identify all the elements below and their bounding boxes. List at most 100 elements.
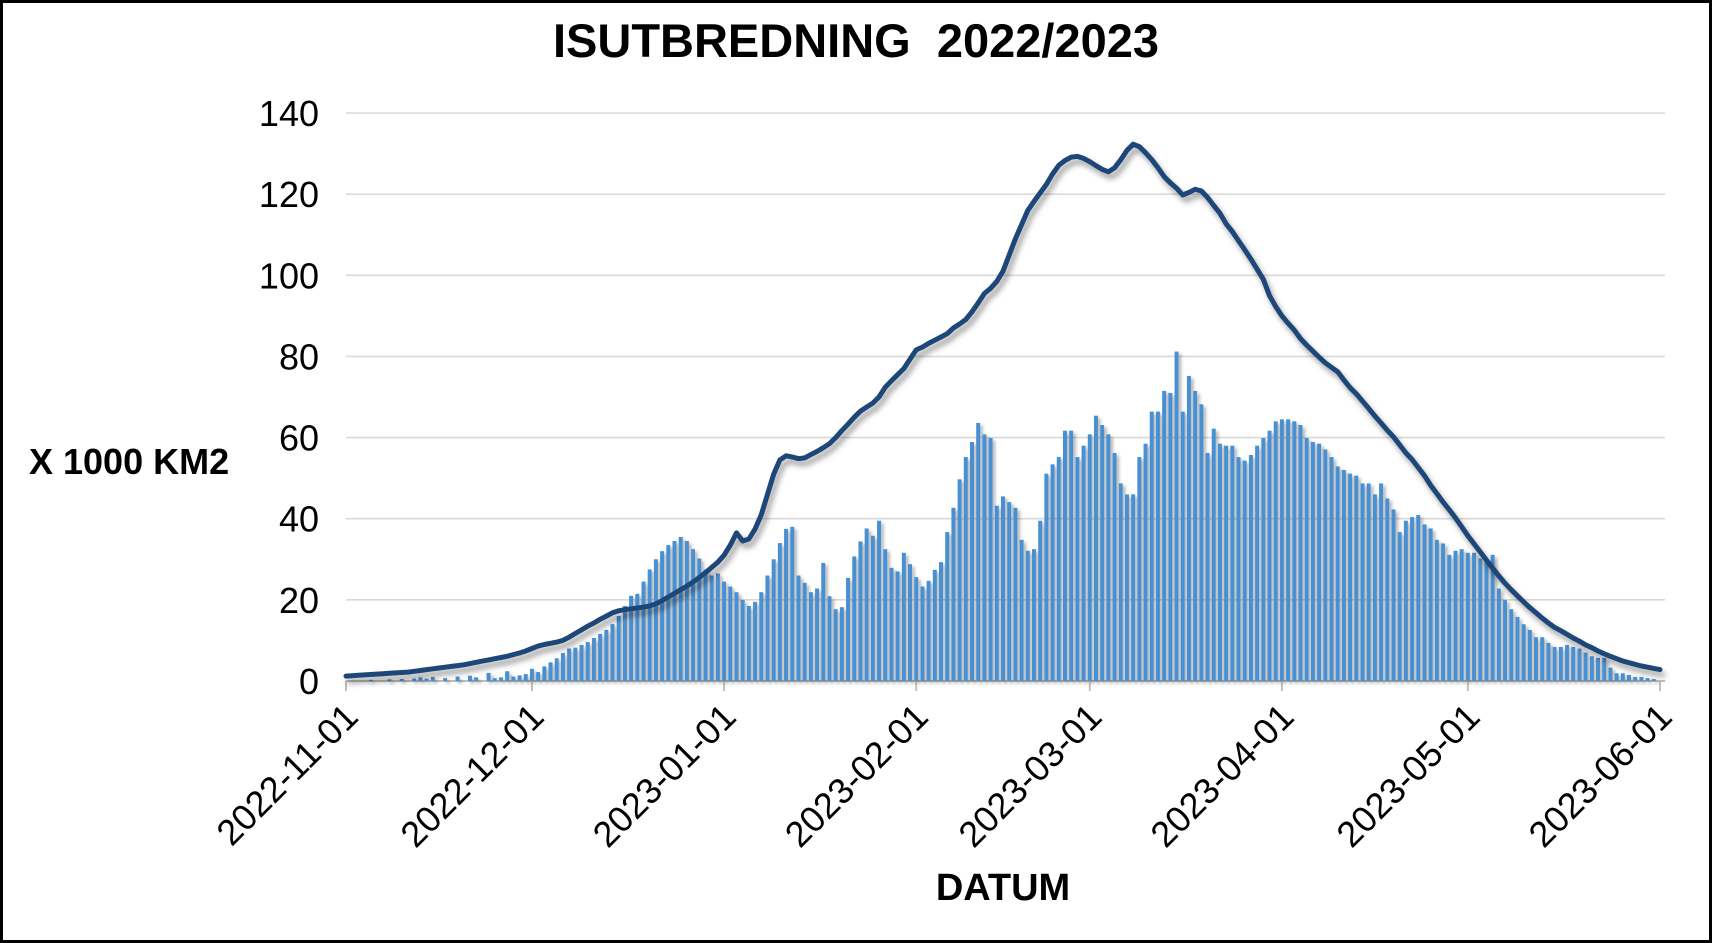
bar [920, 586, 925, 681]
bar [1348, 473, 1353, 681]
bar [1255, 445, 1260, 681]
bar [1155, 411, 1160, 681]
bar [994, 505, 999, 681]
bar [821, 562, 826, 681]
bar [1385, 498, 1390, 681]
bar [808, 592, 813, 681]
bar [852, 556, 857, 681]
bar [1360, 483, 1365, 681]
bar [957, 479, 962, 681]
bar [1162, 390, 1167, 681]
bar [1645, 678, 1650, 681]
bar [647, 569, 652, 681]
bar [1596, 657, 1601, 681]
bar [1521, 624, 1526, 681]
bar [1267, 430, 1272, 681]
y-tick-label: 120 [259, 174, 319, 215]
y-axis-title: X 1000 KM2 [29, 441, 230, 482]
bar [864, 528, 869, 681]
y-tick-label: 0 [299, 661, 319, 702]
bar [486, 672, 491, 681]
x-tick-label: 2023-03-01 [950, 696, 1109, 855]
bar [1261, 437, 1266, 681]
bar [1478, 558, 1483, 681]
bar [1565, 644, 1570, 681]
bar [765, 575, 770, 681]
bar [1025, 550, 1030, 681]
y-tick-label: 140 [259, 93, 319, 134]
bar [573, 647, 578, 681]
bar [1372, 494, 1377, 681]
bar [1100, 424, 1105, 681]
bar [1465, 552, 1470, 681]
bar [1546, 642, 1551, 681]
bar [1441, 543, 1446, 681]
bar [653, 559, 658, 681]
bar [970, 442, 975, 681]
x-tick-label: 2022-11-01 [208, 696, 365, 853]
bar [1286, 419, 1291, 681]
bar [858, 541, 863, 681]
chart-title: ISUTBREDNING 2022/2023 [552, 14, 1160, 67]
bar [1019, 539, 1024, 681]
bar [1075, 457, 1080, 681]
bar [1614, 673, 1619, 681]
bar [790, 526, 795, 681]
bar [412, 678, 417, 681]
bar [1062, 430, 1067, 681]
x-axis-labels: 2022-11-01 2022-12-01 2023-01-01 2023-02-01… [208, 696, 1679, 855]
x-tick-label: 2023-06-01 [1520, 696, 1679, 855]
bar [529, 668, 534, 681]
bar [1180, 411, 1185, 681]
bars-series [368, 351, 1656, 681]
bar [728, 586, 733, 681]
bar [1515, 616, 1520, 681]
x-tick-label: 2023-05-01 [1328, 696, 1487, 855]
bar [1205, 452, 1210, 681]
bar [604, 629, 609, 681]
bar [399, 678, 404, 681]
bar [1217, 443, 1222, 681]
bar [430, 676, 435, 681]
bar [1335, 466, 1340, 681]
bar [498, 677, 503, 681]
bar [523, 674, 528, 681]
y-tick-label: 40 [279, 499, 319, 540]
bar [1007, 502, 1012, 681]
bar [1273, 421, 1278, 681]
bar [777, 543, 782, 681]
bar [1050, 464, 1055, 681]
bar [715, 573, 720, 681]
bar [734, 592, 739, 681]
bar [1608, 667, 1613, 681]
bar [1651, 678, 1656, 681]
bar [672, 541, 677, 681]
bar [1503, 599, 1508, 681]
bar [1447, 554, 1452, 681]
bar [616, 616, 621, 681]
bar [641, 581, 646, 681]
bar [1354, 475, 1359, 681]
bar [1459, 549, 1464, 681]
bar [1620, 673, 1625, 681]
bar [1038, 520, 1043, 681]
bar [722, 581, 727, 681]
bar [889, 567, 894, 681]
x-tick-label: 2022-12-01 [392, 696, 551, 855]
bar [1496, 588, 1501, 681]
bar [1428, 528, 1433, 681]
bar [1279, 419, 1284, 681]
bar [846, 577, 851, 681]
bar [1633, 676, 1638, 681]
bar [1639, 676, 1644, 681]
bar [1397, 532, 1402, 681]
bar [1422, 524, 1427, 681]
bar [870, 535, 875, 681]
bar [610, 624, 615, 681]
bar [492, 678, 497, 681]
bar [1366, 483, 1371, 681]
bar [660, 551, 665, 681]
bar [560, 653, 565, 681]
bar [1627, 674, 1632, 681]
